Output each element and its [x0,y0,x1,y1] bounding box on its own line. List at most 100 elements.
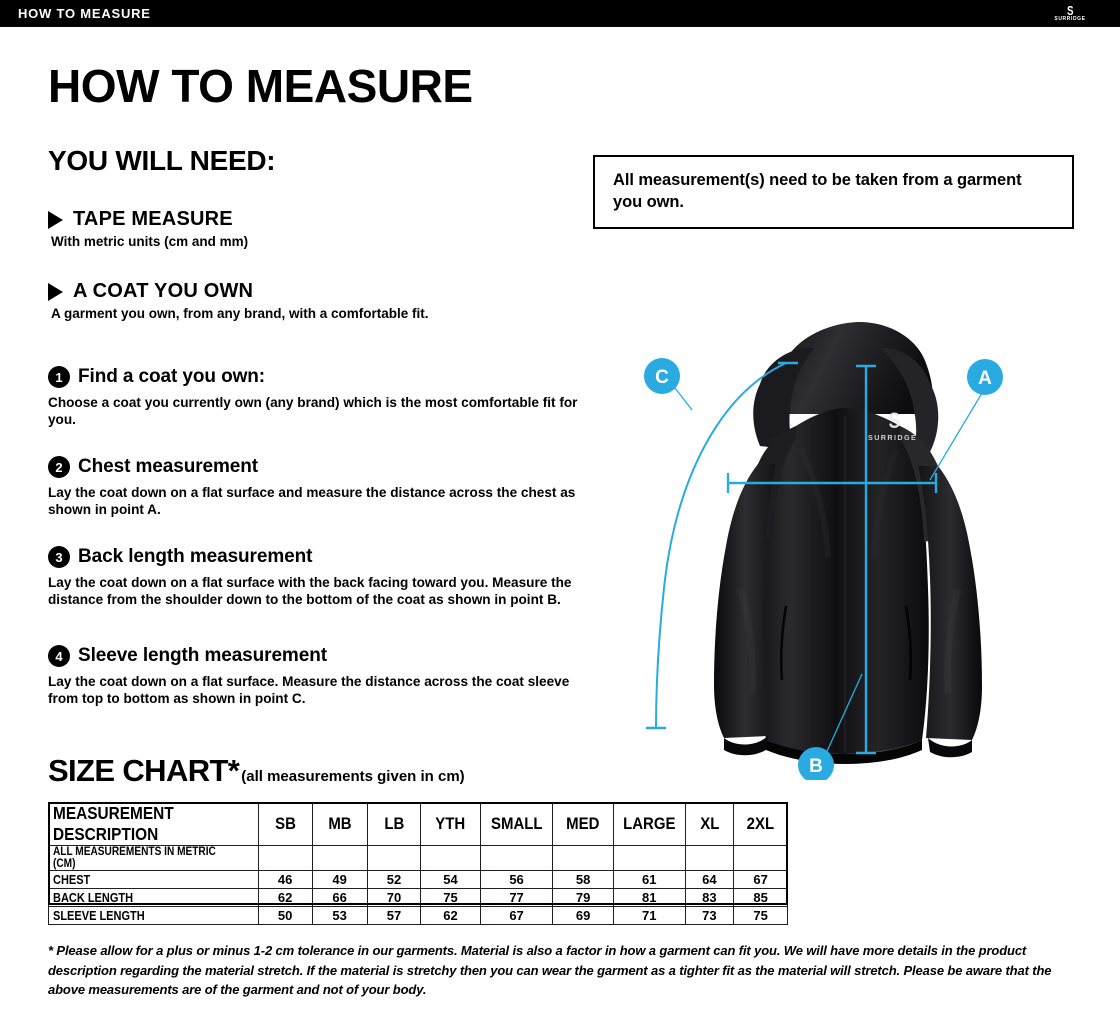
column-header: MED [566,814,600,833]
need-item-tape-measure: TAPE MEASURE With metric units (cm and m… [48,208,248,249]
cell-value: 50 [277,908,293,923]
marker-a-label: A [978,368,992,389]
metric-note: ALL MEASUREMENTS IN METRIC (CM) [53,846,216,870]
cell-value: 75 [753,908,768,923]
cell-value: 67 [509,908,524,923]
step-body: Choose a coat you currently own (any bra… [48,395,578,428]
marker-c: C [644,358,680,394]
jacket-right-cuff [928,738,972,758]
column-header: YTH [435,814,466,833]
jacket-left-pocket [779,605,788,681]
callout-box: All measurement(s) need to be taken from… [593,155,1074,229]
size-chart-heading: SIZE CHART* (all measurements given in c… [48,753,465,789]
jacket-left-cuff [724,736,768,756]
cell-value: 79 [575,890,591,905]
need-item-coat: A COAT YOU OWN A garment you own, from a… [48,280,429,321]
cell-value: 53 [332,908,347,923]
table-row: BACK LENGTH 62 66 70 75 77 79 81 83 85 [48,888,788,907]
cell-value: 62 [443,908,458,923]
cell-value: 64 [702,872,717,887]
cell-value: 54 [443,872,458,887]
cell-value: 58 [575,872,591,887]
chest-logo-mark: S [889,409,900,434]
leader-line-a [929,387,986,481]
size-chart-heading-sub: (all measurements given in cm) [241,768,465,785]
you-will-need-heading: YOU WILL NEED: [48,145,276,176]
footnote-disclaimer: * Please allow for a plus or minus 1-2 c… [48,943,1052,997]
marker-b: B [798,747,834,780]
step-3: 3 Back length measurement Lay the coat d… [48,546,583,609]
step-number-badge: 1 [48,366,70,388]
garment-measurement-diagram: S SURRIDGE A B C [600,288,1090,780]
column-header: SMALL [490,814,543,833]
chest-logo-wordmark: SURRIDGE [868,433,917,442]
callout-text: All measurement(s) need to be taken from… [613,171,1022,211]
column-header: MEASUREMENT DESCRIPTION [53,803,174,844]
leader-line-b [823,673,863,759]
size-chart-heading-main: SIZE CHART* [48,753,240,788]
cell-value: 69 [575,908,591,923]
cell-value: 85 [753,890,768,905]
jacket-hood-back [776,322,933,414]
top-bar-title: HOW TO MEASURE [18,6,151,21]
table-row: SLEEVE LENGTH 50 53 57 62 67 69 71 73 75 [48,906,788,925]
table-row: CHEST 46 49 52 54 56 58 61 64 67 [48,870,788,889]
triangle-bullet-icon [48,282,63,301]
column-header: LB [383,814,404,833]
cell-value: 57 [386,908,402,923]
row-label: CHEST [53,872,91,887]
step-title: Back length measurement [78,546,313,567]
need-item-label: TAPE MEASURE [73,208,233,230]
marker-c-label: C [655,367,669,388]
step-body: Lay the coat down on a flat surface with… [48,575,572,608]
page-title: HOW TO MEASURE [48,60,473,112]
size-chart-table: MEASUREMENT DESCRIPTION SB MB LB YTH SMA… [48,802,788,925]
jacket-body [759,408,929,754]
jacket-right-sleeve [918,466,982,740]
column-header: SB [274,814,296,833]
need-item-sub: A garment you own, from any brand, with … [51,306,429,321]
cell-value: 70 [386,890,402,905]
jacket-right-pocket [904,605,913,681]
column-header: MB [327,814,352,833]
cell-value: 83 [702,890,717,905]
cell-value: 66 [332,890,347,905]
step-number-badge: 4 [48,645,70,667]
step-number-badge: 2 [48,456,70,478]
jacket-chest-logo: S SURRIDGE [868,409,917,442]
cell-value: 71 [642,908,657,923]
cell-value: 77 [509,890,524,905]
table-metric-note-row: ALL MEASUREMENTS IN METRIC (CM) [48,845,788,871]
cell-value: 62 [277,890,293,905]
surridge-wordmark: SURRIDGE [1054,16,1086,22]
cell-value: 73 [702,908,717,923]
surridge-logo: S SURRIDGE [1028,1,1112,26]
step-2: 2 Chest measurement Lay the coat down on… [48,456,583,519]
cell-value: 56 [509,872,524,887]
triangle-bullet-icon [48,210,63,229]
cell-value: 67 [753,872,768,887]
step-title: Sleeve length measurement [78,645,327,666]
leader-line-c [674,387,693,411]
step-body: Lay the coat down on a flat surface and … [48,485,576,518]
cell-value: 81 [642,890,657,905]
need-item-sub: With metric units (cm and mm) [51,234,249,249]
cell-value: 52 [386,872,402,887]
row-label: SLEEVE LENGTH [53,908,145,923]
jacket-hood-right [880,347,939,454]
surridge-mark-icon: S [1067,3,1073,18]
step-title: Find a coat you own: [78,366,266,387]
marker-b-label: B [809,756,823,777]
column-header: 2XL [746,814,775,833]
step-title: Chest measurement [78,456,259,477]
column-header: LARGE [623,814,676,833]
top-header-bar: HOW TO MEASURE S SURRIDGE [0,0,1120,27]
cell-value: 61 [642,872,657,887]
cell-value: 75 [443,890,458,905]
step-1: 1 Find a coat you own: Choose a coat you… [48,366,583,429]
step-4: 4 Sleeve length measurement Lay the coat… [48,645,583,708]
cell-value: 49 [332,872,347,887]
column-header: XL [699,814,719,833]
step-number-badge: 3 [48,546,70,568]
need-item-label: A COAT YOU OWN [73,280,254,302]
